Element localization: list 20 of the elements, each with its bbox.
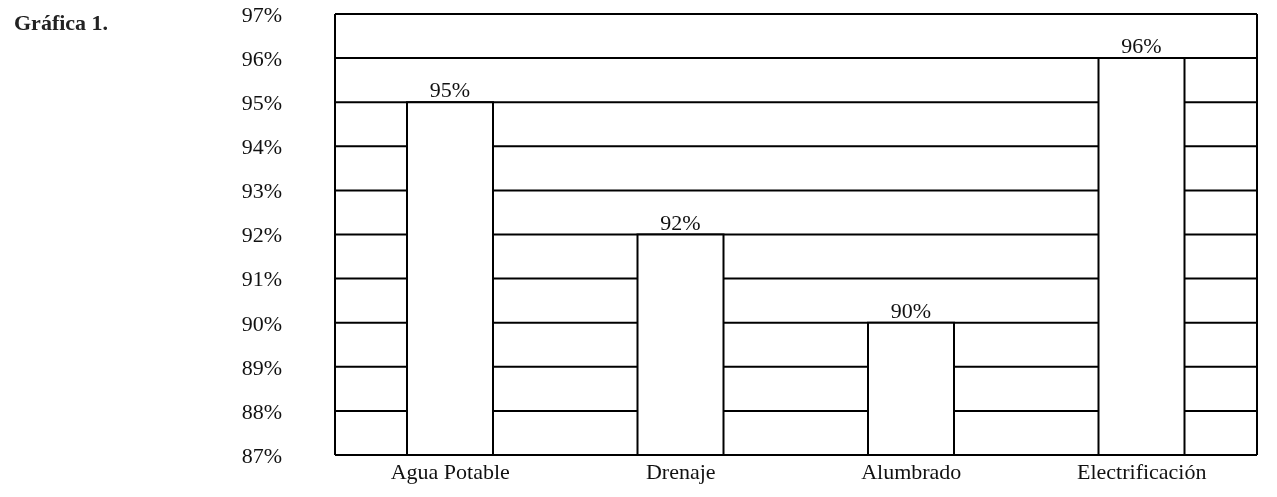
x-tick-label: Agua Potable	[390, 458, 510, 484]
data-label: 96%	[1121, 33, 1162, 59]
data-label: 92%	[660, 209, 701, 235]
y-tick-label: 96%	[241, 45, 282, 71]
y-tick-label: 91%	[241, 266, 282, 292]
y-tick-label: 97%	[241, 1, 282, 27]
x-tick-label: Electrificación	[1077, 458, 1207, 484]
x-tick-label: Alumbrado	[861, 458, 962, 484]
y-tick-label: 90%	[241, 310, 282, 336]
y-tick-label: 95%	[241, 90, 282, 116]
y-tick-label: 89%	[241, 354, 282, 380]
y-tick-label: 93%	[241, 178, 282, 204]
x-tick-label: Drenaje	[645, 458, 716, 484]
data-label: 95%	[429, 77, 471, 103]
y-tick-label: 88%	[241, 398, 282, 424]
text: Gráfica 1.	[14, 10, 109, 36]
y-tick-label: 92%	[241, 222, 282, 248]
data-label: 90%	[890, 297, 932, 323]
y-tick-label: 94%	[241, 134, 282, 160]
y-tick-label: 87%	[241, 442, 282, 468]
